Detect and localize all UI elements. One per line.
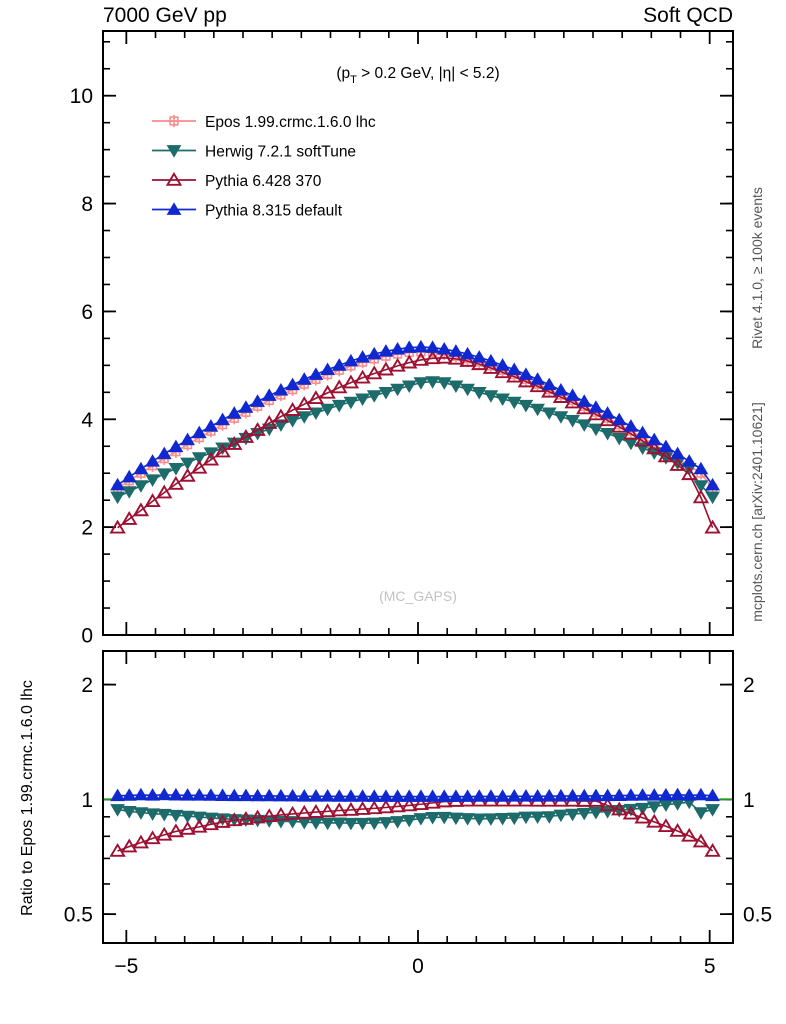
main-y-tick-label: 10 [70,85,93,108]
legend-marker-filled-triangle-up [166,202,182,215]
legend-label: Pythia 8.315 default [205,203,343,220]
legend-item[interactable]: Pythia 6.428 370 [152,171,322,190]
ratio-panel-frame [102,650,734,944]
legend-label: Epos 1.99.crmc.1.6.0 lhc [205,114,376,131]
plot-title: (pT > 0.2 GeV, |η| < 5.2) [336,65,499,86]
main-panel-ticks [103,31,733,636]
ratio-y-tick-label-left: 2 [81,674,93,697]
legend-item[interactable]: Epos 1.99.crmc.1.6.0 lhc [152,114,376,131]
ratio-y-tick-label-left: 1 [81,789,93,812]
x-tick-label: 5 [704,955,716,978]
ratio-axis-title: Ratio to Epos 1.99.crmc.1.6.0 lhc [19,680,36,916]
ratio-series-open-triangle-up [109,792,721,857]
legend-item[interactable]: Herwig 7.2.1 softTune [152,144,356,161]
series-filled-triangle-down [110,376,720,505]
rivet-version-label: Rivet 4.1.0, ≥ 100k events [749,187,765,349]
ratio-panel-series-group [103,787,733,857]
main-y-tick-label: 2 [81,517,93,540]
main-y-tick-label: 4 [81,409,93,432]
mcplots-source-label: mcplots.cern.ch [arXiv:2401.10621] [749,402,765,621]
legend-marker-open-triangle-up [165,171,183,186]
header-process-label: Soft QCD [643,4,733,27]
x-tick-label: 0 [412,955,424,978]
legend-item[interactable]: Pythia 8.315 default [152,202,343,220]
main-panel-tick-labels: 0 2 4 6 8 10 [70,85,94,647]
plot-title-pre: (p [336,65,350,82]
main-panel-frame [102,30,734,636]
legend-marker-open-cross-square [167,114,181,128]
main-panel-series-group [109,339,721,534]
series-filled-triangle-up [110,339,720,491]
x-tick-label: −5 [114,955,138,978]
main-y-tick-label: 0 [81,625,93,648]
legend-label: Pythia 6.428 370 [205,173,322,190]
legend: Epos 1.99.crmc.1.6.0 lhc Herwig 7.2.1 sof… [152,114,376,220]
header-beam-label: 7000 GeV pp [103,4,227,27]
main-y-tick-label: 8 [81,193,93,216]
ratio-panel-tick-labels: 0.5 0.5 1 1 2 2 [64,674,772,927]
plot-title-mid: > 0.2 GeV, |η| < 5.2) [357,65,500,82]
legend-label: Herwig 7.2.1 softTune [205,144,356,161]
ratio-y-tick-label-right: 0.5 [743,904,772,927]
legend-marker-filled-triangle-down [166,145,182,158]
plot-title-subscript: T [350,74,357,86]
ratio-y-tick-label-left: 0.5 [64,904,93,927]
ratio-y-tick-label-right: 1 [743,789,755,812]
mc-gaps-watermark: (MC_GAPS) [379,588,457,604]
ratio-series-filled-triangle-up [110,787,720,802]
main-y-tick-label: 6 [81,301,93,324]
ratio-y-tick-label-right: 2 [743,674,755,697]
x-axis-tick-labels: −5 0 5 [114,955,715,978]
